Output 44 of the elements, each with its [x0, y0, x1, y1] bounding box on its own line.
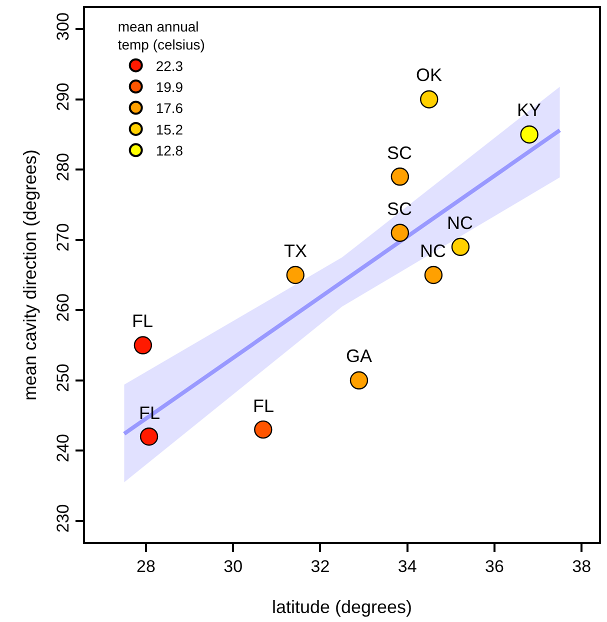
y-axis-title: mean cavity direction (degrees) [20, 149, 40, 401]
legend-label: 17.6 [156, 100, 184, 116]
legend-title: mean annual temp (celsius) [118, 18, 205, 53]
x-axis-title: latitude (degrees) [272, 596, 412, 617]
point [451, 238, 470, 256]
point [420, 90, 438, 108]
legend-label: 12.8 [156, 142, 184, 159]
annotation: SC [387, 199, 412, 219]
annotation: NC [420, 241, 446, 261]
annotation: FL [139, 403, 160, 423]
y-tick-label: 280 [53, 152, 72, 182]
y-tick-label: 260 [53, 293, 72, 322]
y-tick-label: 240 [53, 434, 72, 462]
legend-label: 19.9 [156, 79, 184, 95]
x-tick-label: 36 [485, 557, 504, 576]
legend-label: 15.2 [156, 121, 184, 138]
legend-label: 22.3 [156, 58, 184, 74]
y-tick-label: 270 [53, 223, 72, 252]
point [520, 125, 538, 144]
annotation: KY [517, 100, 542, 120]
annotation: FL [132, 311, 154, 331]
x-tick-label: 32 [310, 557, 330, 576]
point [424, 266, 443, 284]
y-tick-label: 290 [53, 82, 72, 111]
x-tick-label: 30 [224, 557, 243, 576]
x-tick-label: 28 [136, 557, 156, 576]
point [134, 336, 152, 354]
annotation: FL [253, 396, 274, 416]
x-tick-label: 38 [572, 557, 592, 576]
point [350, 371, 368, 390]
annotation: TX [284, 241, 308, 261]
point [390, 224, 410, 242]
annotation: OK [416, 65, 442, 85]
y-tick-label: 250 [53, 364, 72, 392]
x-tick-label: 34 [398, 557, 417, 576]
point [140, 428, 158, 446]
annotation: SC [387, 143, 412, 163]
annotation: GA [346, 346, 372, 366]
point [390, 168, 410, 186]
annotation: NC [447, 213, 473, 233]
point [286, 266, 304, 284]
y-tick-label: 300 [53, 12, 72, 41]
point [254, 420, 272, 439]
y-tick-label: 230 [53, 504, 72, 533]
